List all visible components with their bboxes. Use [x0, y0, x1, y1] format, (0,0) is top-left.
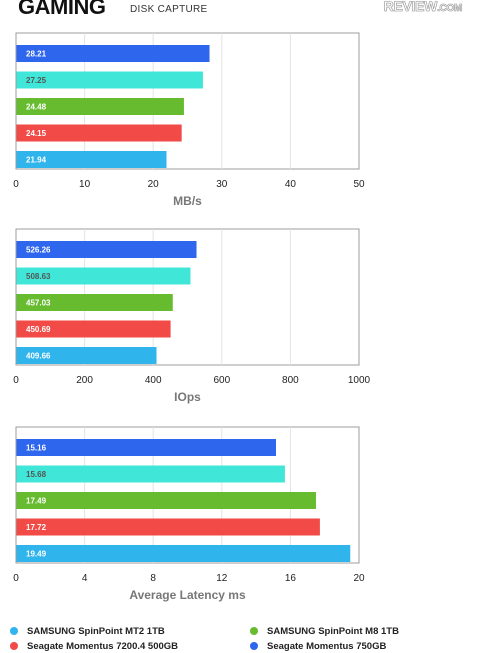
- legend-label: Seagate Momentus 750GB: [267, 640, 387, 652]
- x-tick-label: 50: [353, 179, 365, 190]
- x-tick-label: 0: [13, 375, 19, 386]
- x-tick-label: 20: [353, 573, 365, 584]
- page-header: GAMING DISK CAPTURE REVIEW.COM: [18, 0, 480, 24]
- bar-value-label: 24.48: [26, 103, 47, 112]
- x-tick-label: 0: [13, 573, 19, 584]
- bar: [16, 98, 184, 115]
- x-axis-title: IOps: [174, 390, 201, 404]
- page-title: GAMING: [18, 0, 106, 19]
- bar: [16, 492, 316, 509]
- x-tick-label: 20: [148, 179, 160, 190]
- legend-item-seagate-7200: Seagate Momentus 7200.4 500GB: [10, 639, 178, 653]
- bar-value-label: 15.16: [26, 444, 47, 453]
- x-tick-label: 8: [150, 573, 156, 584]
- bar: [16, 124, 182, 142]
- page-subtitle: DISK CAPTURE: [130, 4, 208, 15]
- iops-chart: 526.26 508.63 457.03 450.69 409.66 0 200 400 600…: [13, 228, 371, 404]
- x-axis-title: MB/s: [173, 194, 202, 208]
- bar-value-label: 450.69: [26, 325, 51, 334]
- x-tick-label: 12: [216, 573, 228, 584]
- bar: [16, 71, 203, 89]
- latency-chart: 15.16 15.68 17.49 17.72 19.49 0 4 8 12 16 20 Averag…: [13, 426, 365, 602]
- legend-dot-icon: [250, 642, 258, 650]
- bar: [16, 320, 171, 338]
- bar-value-label: 24.15: [26, 129, 47, 138]
- legend-dot-icon: [10, 642, 18, 650]
- x-tick-label: 40: [285, 179, 297, 190]
- x-tick-label: 1000: [348, 375, 371, 386]
- x-tick-label: 800: [282, 375, 299, 386]
- bar: [16, 45, 210, 62]
- legend-dot-icon: [10, 627, 18, 635]
- bar-value-label: 15.68: [26, 470, 47, 479]
- x-tick-label: 0: [13, 179, 19, 190]
- bar: [16, 347, 157, 364]
- bar-value-label: 28.21: [26, 50, 47, 59]
- bar: [16, 267, 191, 285]
- bar: [16, 545, 351, 562]
- site-logo: REVIEW.COM: [383, 0, 463, 15]
- bar: [16, 241, 197, 258]
- bar-value-label: 19.49: [26, 550, 47, 559]
- legend-dot-icon: [250, 627, 258, 635]
- legend-label: Seagate Momentus 7200.4 500GB: [27, 640, 179, 652]
- bar-value-label: 508.63: [26, 272, 51, 281]
- x-tick-label: 30: [216, 179, 228, 190]
- logo-main-text: REVIEW: [383, 0, 438, 14]
- legend-item-samsung-mt2: SAMSUNG SpinPoint MT2 1TB: [10, 624, 165, 638]
- bar-value-label: 409.66: [26, 352, 51, 361]
- x-tick-label: 600: [213, 375, 230, 386]
- mbps-chart: 28.21 27.25 24.48 24.15 21.94 0 10 20 30 40 50 MB/s: [13, 32, 365, 208]
- x-tick-label: 10: [79, 179, 91, 190]
- x-tick-label: 400: [145, 375, 162, 386]
- bar-value-label: 526.26: [26, 246, 51, 255]
- x-tick-label: 4: [82, 573, 88, 584]
- legend-label: SAMSUNG SpinPoint MT2 1TB: [27, 625, 165, 637]
- x-axis-title: Average Latency ms: [129, 588, 246, 602]
- bar-value-label: 21.94: [26, 156, 47, 165]
- bar: [16, 151, 167, 168]
- bar: [16, 518, 320, 536]
- legend-item-seagate-750: Seagate Momentus 750GB: [250, 639, 386, 653]
- bar: [16, 465, 285, 483]
- bar: [16, 294, 173, 311]
- bar-value-label: 457.03: [26, 299, 51, 308]
- x-tick-label: 200: [76, 375, 93, 386]
- legend-label: SAMSUNG SpinPoint M8 1TB: [267, 625, 399, 637]
- logo-suffix-text: .COM: [437, 3, 463, 15]
- x-tick-label: 16: [285, 573, 297, 584]
- bar-value-label: 27.25: [26, 76, 47, 85]
- legend-item-samsung-m8: SAMSUNG SpinPoint M8 1TB: [250, 624, 399, 638]
- bar-value-label: 17.72: [26, 523, 47, 532]
- bar: [16, 439, 276, 456]
- bar-value-label: 17.49: [26, 497, 47, 506]
